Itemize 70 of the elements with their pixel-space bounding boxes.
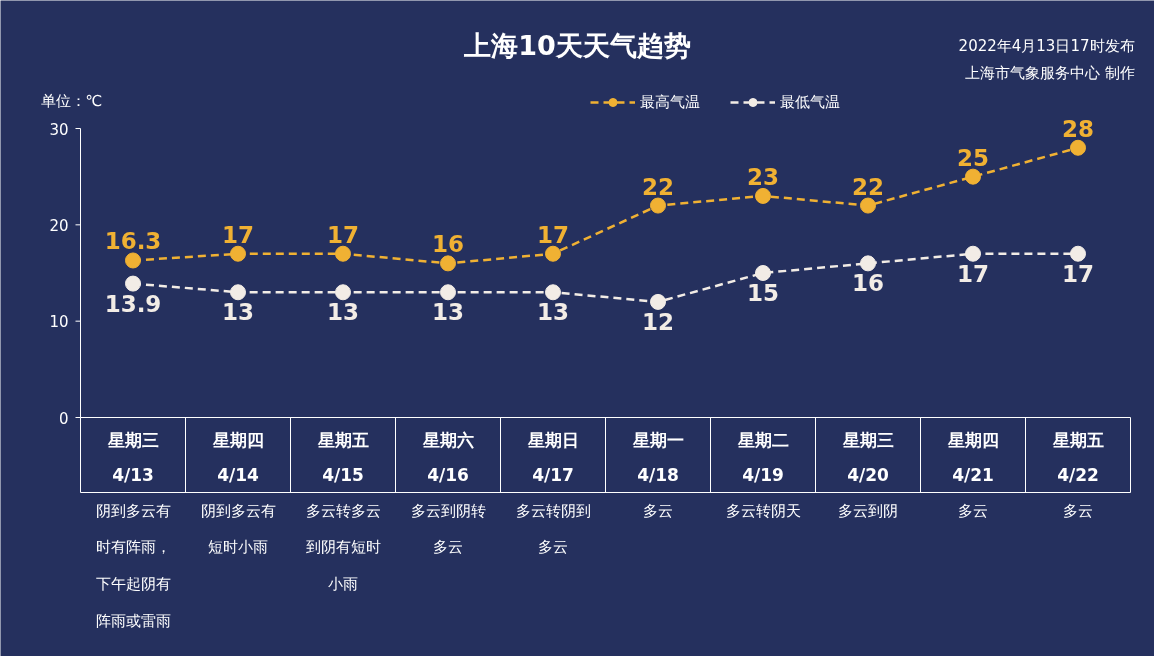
- data-label: 16: [852, 270, 885, 297]
- x-tick-label: 星期四 4/21: [946, 429, 999, 485]
- text: 多云转多云到阴有短时小雨: [305, 501, 381, 594]
- data-label: 16.3: [104, 228, 162, 255]
- data-label: 23: [747, 163, 780, 190]
- text: 多云: [1063, 501, 1093, 520]
- data-label: 25: [957, 144, 990, 171]
- point: [440, 255, 456, 272]
- data-label: 17: [222, 221, 255, 248]
- y-tick-label: 20: [49, 216, 69, 235]
- text: 阴到多云有时有阵雨，下午起阴有阵雨或雷雨: [95, 501, 171, 631]
- point: [965, 168, 981, 185]
- point: [335, 245, 351, 262]
- text: 多云: [643, 501, 673, 520]
- legend-label: 最低气温: [780, 92, 840, 112]
- point: [440, 284, 456, 301]
- point: [545, 284, 561, 301]
- text: 多云到阴: [838, 501, 898, 520]
- x-tick-label: 星期三 4/13: [106, 429, 159, 485]
- x-tick-label: 星期四 4/14: [211, 429, 264, 485]
- text: 2022年4月13日17时发布: [958, 36, 1135, 55]
- point: [1070, 139, 1086, 156]
- point: [860, 197, 876, 214]
- data-label: 22: [642, 173, 675, 200]
- y-tick-label: 10: [49, 313, 69, 332]
- x-tick-label: 星期六 4/16: [421, 429, 474, 485]
- data-label: 15: [747, 280, 780, 306]
- point: [650, 293, 666, 310]
- text: 多云转阴天: [725, 501, 801, 520]
- point: [125, 275, 141, 292]
- data-label: 12: [642, 308, 675, 335]
- text: 多云: [958, 501, 988, 520]
- data-label: 17: [1062, 260, 1095, 287]
- point: [650, 197, 666, 214]
- y-tick-label: 30: [49, 120, 69, 139]
- point: [545, 245, 561, 262]
- point: [230, 245, 246, 262]
- point: [125, 252, 141, 269]
- legend-label: 最高气温: [640, 92, 700, 112]
- data-label: 13: [222, 299, 255, 326]
- x-tick-label: 星期三 4/20: [841, 429, 894, 485]
- point: [965, 245, 981, 262]
- x-tick-label: 星期一 4/18: [631, 429, 684, 485]
- data-label: 17: [537, 221, 570, 248]
- x-tick-label: 星期二 4/19: [736, 429, 789, 485]
- data-label: 13: [327, 299, 360, 326]
- point: [755, 187, 771, 204]
- text: 多云转阴到多云: [515, 501, 591, 557]
- data-label: 28: [1062, 115, 1095, 142]
- data-label: 17: [957, 260, 990, 287]
- point: [230, 284, 246, 301]
- text: 多云到阴转多云: [410, 501, 486, 557]
- chart-title: 上海10天天气趋势: [463, 30, 691, 61]
- point: [860, 255, 876, 272]
- x-tick-label: 星期五 4/22: [1051, 429, 1104, 485]
- data-label: 16: [432, 231, 465, 258]
- point: [755, 265, 771, 281]
- data-label: 13: [432, 299, 465, 326]
- text: 阴到多云有短时小雨: [200, 501, 276, 557]
- point: [1070, 245, 1086, 262]
- y-axis-title: 单位：℃: [40, 91, 103, 110]
- point: [335, 284, 351, 301]
- text: 上海市气象服务中心 制作: [964, 63, 1135, 82]
- y-tick-label: 0: [58, 409, 69, 428]
- data-label: 17: [327, 221, 360, 248]
- x-tick-label: 星期日 4/17: [526, 429, 579, 485]
- data-label: 13.9: [104, 290, 162, 317]
- x-tick-label: 星期五 4/15: [316, 429, 369, 485]
- data-label: 22: [852, 173, 885, 200]
- data-label: 13: [537, 299, 570, 326]
